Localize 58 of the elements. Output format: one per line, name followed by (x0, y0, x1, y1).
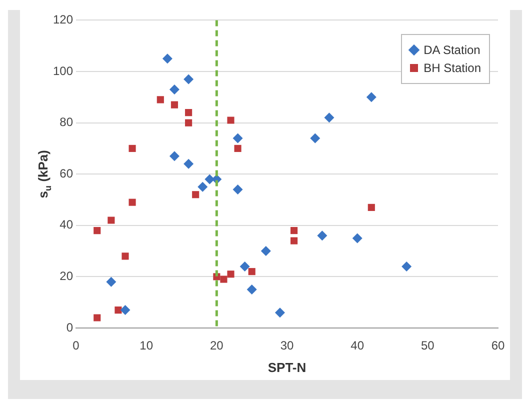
point (114, 306, 122, 314)
point (184, 158, 194, 169)
point (106, 276, 116, 287)
point (227, 270, 234, 278)
point (122, 252, 129, 260)
x-axis-title: SPT-N (268, 360, 306, 375)
point (94, 226, 101, 234)
x-tick-label: 40 (350, 338, 364, 353)
point (94, 314, 101, 322)
point (169, 151, 180, 162)
point (220, 276, 228, 283)
point (246, 284, 257, 295)
point (240, 261, 250, 272)
point (162, 54, 172, 64)
point (352, 233, 362, 244)
point (120, 305, 130, 316)
y-tick-label: 80 (60, 115, 74, 130)
legend-label: BH Station (424, 61, 481, 75)
point (227, 116, 234, 124)
point (368, 204, 375, 211)
point (366, 92, 376, 102)
point (248, 268, 256, 276)
y-tick-label: 120 (52, 12, 74, 27)
y-tick-label: 60 (60, 166, 74, 180)
point (290, 237, 298, 244)
legend-label: DA Station (424, 43, 480, 57)
point (274, 308, 285, 318)
point (260, 246, 271, 256)
point (169, 84, 180, 94)
x-tick-label: 10 (140, 338, 154, 353)
x-tick-label: 30 (280, 338, 294, 353)
point (317, 230, 328, 241)
y-tick-label: 20 (60, 269, 74, 284)
point (128, 144, 136, 152)
point (232, 184, 243, 194)
point (234, 144, 242, 152)
point (128, 198, 136, 206)
point (290, 226, 298, 234)
y-tick-label: 40 (60, 218, 74, 232)
x-tick-label: 60 (491, 338, 505, 353)
point (156, 96, 164, 104)
point (198, 182, 208, 192)
point (170, 101, 178, 108)
point (192, 191, 200, 198)
x-tick-label: 20 (210, 338, 224, 353)
point (204, 174, 215, 184)
point (108, 216, 115, 224)
y-tick-label: 100 (52, 64, 74, 78)
point (184, 74, 194, 84)
point (402, 261, 412, 272)
point (324, 112, 334, 123)
point (185, 119, 192, 126)
y-axis-title: su (kPa) (36, 150, 54, 198)
point (310, 133, 320, 144)
x-tick-label: 50 (420, 338, 435, 353)
point (232, 133, 243, 144)
point (185, 109, 192, 116)
y-tick-label: 0 (66, 320, 74, 334)
